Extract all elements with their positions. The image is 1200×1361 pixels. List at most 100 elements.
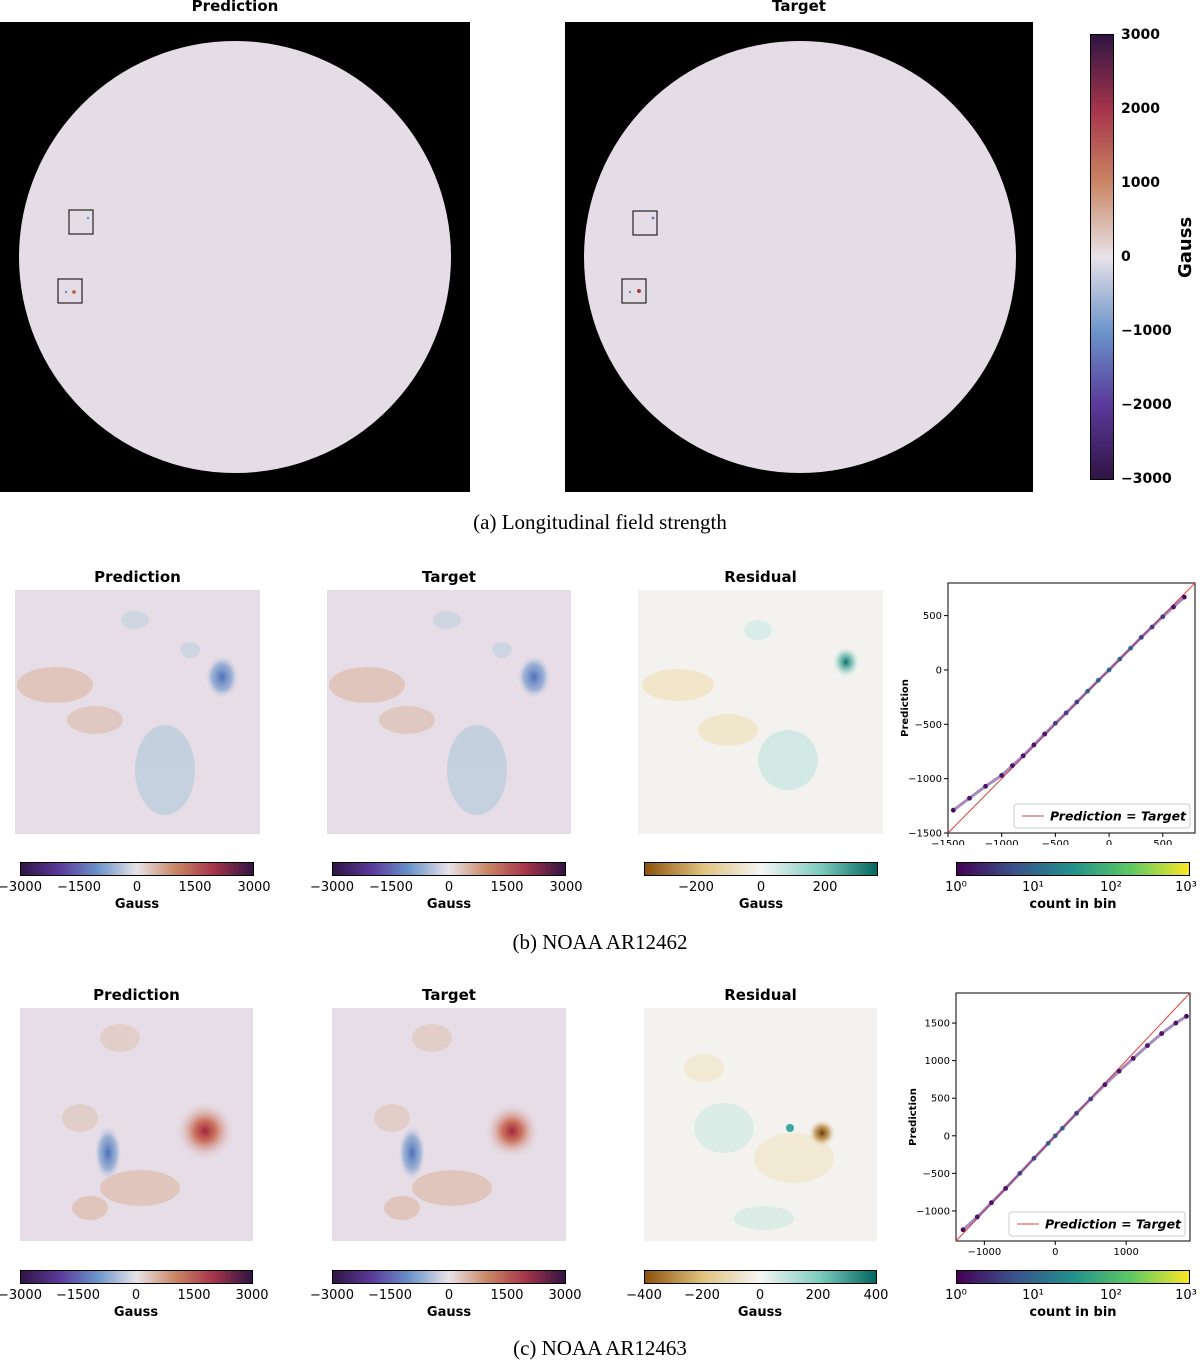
cbar-c-pred-label: Gauss	[113, 1305, 159, 1320]
cbar-b-count-tick: 10²	[1100, 880, 1122, 895]
ar12463-prediction-map	[20, 1008, 253, 1241]
density-band	[1172, 596, 1186, 609]
density-band	[962, 1215, 979, 1231]
panel-b-title-target: Target	[422, 568, 476, 586]
panel-b-cbar-residual	[644, 862, 878, 876]
panel-a-colorbar	[1090, 34, 1114, 480]
density-band	[1047, 1134, 1057, 1145]
caption-b: (b) NOAA AR12462	[512, 930, 688, 954]
y-tick-label: 500	[923, 611, 942, 622]
cbar-b-count-tick: 10¹	[1022, 880, 1044, 895]
scatter-ar12463: −100001000−1000−500050010001500TargetPre…	[908, 992, 1191, 1255]
cbar-b-target-label: Gauss	[426, 897, 472, 912]
y-tick-label: −500	[923, 1169, 950, 1180]
cbar-a-tick: −1000	[1121, 323, 1172, 339]
density-band	[1011, 754, 1025, 767]
cbar-b-target-tick: 3000	[549, 880, 583, 895]
x-tick-label: 500	[1153, 839, 1172, 845]
cbar-b-resid-tick: 0	[756, 880, 766, 895]
density-band	[968, 785, 987, 800]
panel-c-title-prediction: Prediction	[93, 986, 180, 1004]
y-tick-label: 1500	[925, 1019, 950, 1030]
cbar-c-resid-tick: 200	[805, 1288, 831, 1303]
density-band	[1103, 1070, 1121, 1086]
cbar-c-count-tick: 10¹	[1022, 1288, 1044, 1303]
density-band	[1054, 1127, 1064, 1137]
cbar-b-pred-tick: −1500	[57, 880, 101, 895]
density-band	[1161, 605, 1175, 618]
cbar-b-pred-label: Gauss	[114, 897, 160, 912]
cbar-b-resid-label: Gauss	[738, 897, 784, 912]
cbar-c-target-tick: −1500	[368, 1288, 412, 1303]
panel-b-cbar-prediction	[20, 862, 254, 876]
cbar-b-target-tick: 1500	[490, 880, 524, 895]
cbar-c-pred-tick: −3000	[0, 1288, 42, 1303]
caption-c: (c) NOAA AR12463	[513, 1336, 687, 1360]
density-band	[1004, 1172, 1021, 1190]
cbar-b-pred-tick: 0	[132, 880, 142, 895]
cbar-c-target-tick: 0	[444, 1288, 454, 1303]
y-axis-label: Prediction	[908, 1088, 919, 1146]
cbar-b-resid-tick: 200	[812, 880, 838, 895]
y-tick-label: 1000	[925, 1056, 950, 1067]
density-band	[1146, 1032, 1163, 1047]
cbar-a-tick: −3000	[1121, 471, 1172, 487]
cbar-b-count-tick: 10⁰	[945, 880, 967, 895]
density-band	[1129, 636, 1143, 650]
density-band	[1000, 764, 1014, 777]
cbar-c-pred-tick: 0	[131, 1288, 141, 1303]
y-tick-label: 500	[931, 1094, 950, 1105]
density-band	[1043, 722, 1057, 736]
density-band	[990, 1187, 1007, 1204]
y-tick-label: −500	[915, 720, 942, 731]
full-disk-prediction	[0, 22, 470, 492]
density-band	[1061, 1112, 1078, 1130]
panel-c-title-residual: Residual	[724, 986, 797, 1004]
cbar-b-target-tick: −1500	[369, 880, 413, 895]
cbar-a-tick: 2000	[1121, 101, 1160, 117]
density-band	[1151, 615, 1164, 629]
ar12462-residual-map	[638, 590, 883, 834]
density-band	[1022, 743, 1035, 757]
cbar-c-resid-tick: −400	[626, 1288, 662, 1303]
panel-b-cbar-count	[956, 862, 1190, 876]
cbar-a-tick: 3000	[1121, 27, 1160, 43]
y-tick-label: −1000	[916, 1206, 950, 1217]
panel-c-cbar-count	[956, 1270, 1190, 1284]
cbar-c-resid-tick: 400	[863, 1288, 889, 1303]
density-band	[1086, 679, 1100, 693]
x-tick-label: −1000	[967, 1247, 1001, 1255]
panel-b-title-residual: Residual	[724, 568, 797, 586]
density-band	[1032, 733, 1046, 747]
cbar-c-resid-tick: −200	[684, 1288, 720, 1303]
full-disk-target	[565, 22, 1033, 492]
density-band	[1118, 647, 1132, 661]
density-band	[984, 774, 1003, 788]
panel-c-title-target: Target	[422, 986, 476, 1004]
caption-a: (a) Longitudinal field strength	[473, 510, 727, 534]
cbar-b-target-tick: 0	[444, 880, 454, 895]
cbar-c-target-label: Gauss	[426, 1305, 472, 1320]
density-band	[1018, 1157, 1036, 1175]
cbar-b-pred-tick: −3000	[0, 880, 42, 895]
x-tick-label: −1000	[985, 839, 1019, 845]
panel-c-cbar-residual	[644, 1270, 877, 1284]
cbar-c-target-tick: 3000	[548, 1288, 582, 1303]
cbar-b-pred-tick: 1500	[178, 880, 212, 895]
cbar-c-target-tick: 1500	[490, 1288, 524, 1303]
y-axis-label: Prediction	[900, 679, 911, 737]
cbar-a-tick: 0	[1121, 249, 1131, 265]
density-band	[1089, 1083, 1106, 1101]
y-tick-label: 0	[944, 1131, 950, 1142]
cbar-b-resid-tick: −200	[678, 880, 714, 895]
cbar-c-resid-tick: 0	[755, 1288, 765, 1303]
cbar-c-resid-label: Gauss	[737, 1305, 783, 1320]
x-tick-label: 0	[1106, 839, 1112, 845]
y-tick-label: −1000	[908, 774, 942, 785]
panel-c-cbar-prediction	[20, 1270, 253, 1284]
density-band	[1065, 700, 1078, 714]
y-tick-label: −1500	[908, 829, 942, 840]
x-tick-label: 0	[1052, 1247, 1058, 1255]
density-band	[1075, 1097, 1092, 1115]
cbar-a-label: Gauss	[1175, 216, 1196, 278]
